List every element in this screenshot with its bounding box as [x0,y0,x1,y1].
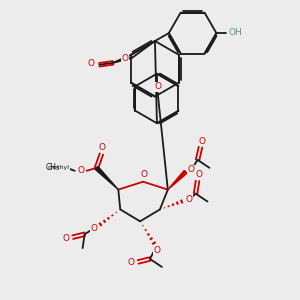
Text: O: O [90,224,97,233]
Text: O: O [185,195,192,204]
Text: O: O [187,165,194,174]
Text: O: O [154,82,161,91]
Text: O: O [141,170,148,179]
Text: O: O [128,258,135,267]
Polygon shape [95,167,118,190]
Text: O: O [77,166,84,175]
Polygon shape [168,170,187,190]
Text: O: O [62,234,69,243]
Text: OH: OH [228,28,242,37]
Text: CH₃: CH₃ [46,163,60,172]
Text: methyl: methyl [48,165,70,170]
Text: O: O [88,59,95,68]
Text: O: O [122,54,129,63]
Text: O: O [153,246,161,255]
Text: O: O [195,170,202,179]
Text: O: O [99,142,106,152]
Text: O: O [198,136,205,146]
